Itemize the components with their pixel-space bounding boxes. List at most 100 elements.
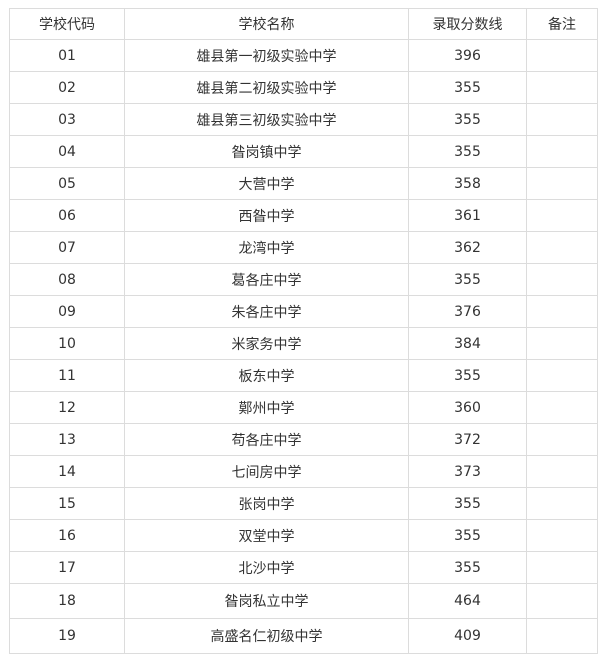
note-cell	[526, 39, 598, 72]
school-code-cell: 18	[9, 583, 125, 619]
school-code-cell: 08	[9, 263, 125, 296]
header-school-name: 学校名称	[124, 8, 409, 40]
note-cell	[526, 423, 598, 456]
table-row: 16 双堂中学 355	[9, 519, 598, 552]
school-code-cell: 02	[9, 71, 125, 104]
note-cell	[526, 455, 598, 488]
admission-score-table: 学校代码 学校名称 录取分数线 备注 01 雄县第一初级实验中学 396 02 雄县第二…	[9, 8, 598, 654]
table-row: 11 板东中学 355	[9, 359, 598, 392]
note-cell	[526, 487, 598, 520]
school-name-cell: 雄县第二初级实验中学	[124, 71, 409, 104]
score-cell: 355	[408, 487, 527, 520]
note-cell	[526, 231, 598, 264]
school-code-cell: 01	[9, 39, 125, 72]
score-cell: 464	[408, 583, 527, 619]
school-code-cell: 16	[9, 519, 125, 552]
note-cell	[526, 359, 598, 392]
score-cell: 355	[408, 71, 527, 104]
table-row: 05 大营中学 358	[9, 167, 598, 200]
table-row: 06 西昝中学 361	[9, 199, 598, 232]
table-row: 10 米家务中学 384	[9, 327, 598, 360]
school-name-cell: 双堂中学	[124, 519, 409, 552]
table-row: 15 张岗中学 355	[9, 487, 598, 520]
school-name-cell: 龙湾中学	[124, 231, 409, 264]
score-cell: 373	[408, 455, 527, 488]
score-cell: 362	[408, 231, 527, 264]
score-cell: 372	[408, 423, 527, 456]
school-name-cell: 七间房中学	[124, 455, 409, 488]
table-row: 14 七间房中学 373	[9, 455, 598, 488]
school-name-cell: 昝岗私立中学	[124, 583, 409, 619]
school-code-cell: 06	[9, 199, 125, 232]
school-name-cell: 板东中学	[124, 359, 409, 392]
school-name-cell: 朱各庄中学	[124, 295, 409, 328]
header-row: 学校代码 学校名称 录取分数线 备注	[9, 8, 598, 40]
score-cell: 360	[408, 391, 527, 424]
school-name-cell: 葛各庄中学	[124, 263, 409, 296]
table-row: 12 鄚州中学 360	[9, 391, 598, 424]
school-name-cell: 鄚州中学	[124, 391, 409, 424]
note-cell	[526, 263, 598, 296]
table-row: 19 高盛名仁初级中学 409	[9, 618, 598, 654]
table-row: 04 昝岗镇中学 355	[9, 135, 598, 168]
note-cell	[526, 295, 598, 328]
note-cell	[526, 103, 598, 136]
score-cell: 355	[408, 519, 527, 552]
table-row: 17 北沙中学 355	[9, 551, 598, 584]
school-name-cell: 米家务中学	[124, 327, 409, 360]
school-code-cell: 10	[9, 327, 125, 360]
note-cell	[526, 519, 598, 552]
school-code-cell: 05	[9, 167, 125, 200]
school-code-cell: 04	[9, 135, 125, 168]
note-cell	[526, 135, 598, 168]
school-code-cell: 09	[9, 295, 125, 328]
header-school-code: 学校代码	[9, 8, 125, 40]
score-cell: 361	[408, 199, 527, 232]
table-row: 08 葛各庄中学 355	[9, 263, 598, 296]
note-cell	[526, 618, 598, 654]
school-name-cell: 昝岗镇中学	[124, 135, 409, 168]
school-name-cell: 西昝中学	[124, 199, 409, 232]
school-code-cell: 12	[9, 391, 125, 424]
school-name-cell: 张岗中学	[124, 487, 409, 520]
score-cell: 355	[408, 551, 527, 584]
school-code-cell: 15	[9, 487, 125, 520]
note-cell	[526, 583, 598, 619]
table-row: 09 朱各庄中学 376	[9, 295, 598, 328]
table-row: 03 雄县第三初级实验中学 355	[9, 103, 598, 136]
score-cell: 355	[408, 263, 527, 296]
school-name-cell: 高盛名仁初级中学	[124, 618, 409, 654]
school-code-cell: 11	[9, 359, 125, 392]
score-cell: 409	[408, 618, 527, 654]
note-cell	[526, 71, 598, 104]
note-cell	[526, 551, 598, 584]
score-cell: 384	[408, 327, 527, 360]
school-code-cell: 19	[9, 618, 125, 654]
note-cell	[526, 391, 598, 424]
school-code-cell: 17	[9, 551, 125, 584]
score-cell: 376	[408, 295, 527, 328]
school-code-cell: 07	[9, 231, 125, 264]
school-code-cell: 14	[9, 455, 125, 488]
score-cell: 396	[408, 39, 527, 72]
table-row: 18 昝岗私立中学 464	[9, 583, 598, 619]
note-cell	[526, 167, 598, 200]
school-name-cell: 北沙中学	[124, 551, 409, 584]
school-name-cell: 雄县第三初级实验中学	[124, 103, 409, 136]
school-code-cell: 13	[9, 423, 125, 456]
table-row: 01 雄县第一初级实验中学 396	[9, 39, 598, 72]
school-name-cell: 雄县第一初级实验中学	[124, 39, 409, 72]
score-cell: 355	[408, 135, 527, 168]
header-score: 录取分数线	[408, 8, 527, 40]
table-row: 07 龙湾中学 362	[9, 231, 598, 264]
score-cell: 358	[408, 167, 527, 200]
table-row: 02 雄县第二初级实验中学 355	[9, 71, 598, 104]
school-name-cell: 苟各庄中学	[124, 423, 409, 456]
school-name-cell: 大营中学	[124, 167, 409, 200]
header-note: 备注	[526, 8, 598, 40]
school-code-cell: 03	[9, 103, 125, 136]
score-cell: 355	[408, 359, 527, 392]
note-cell	[526, 199, 598, 232]
note-cell	[526, 327, 598, 360]
score-cell: 355	[408, 103, 527, 136]
